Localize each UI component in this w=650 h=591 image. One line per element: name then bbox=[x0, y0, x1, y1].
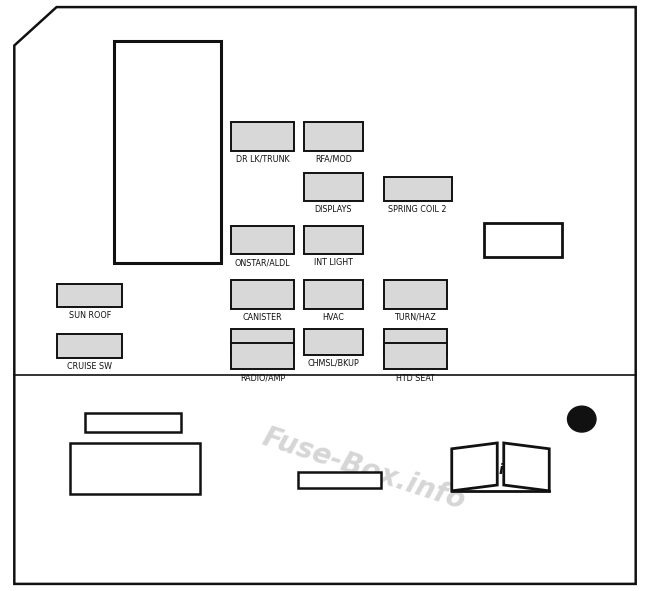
Text: DR LK/TRUNK: DR LK/TRUNK bbox=[236, 155, 289, 164]
Text: CRUISE SW: CRUISE SW bbox=[67, 362, 112, 371]
Text: SPRING COIL 2: SPRING COIL 2 bbox=[389, 205, 447, 214]
Text: PK LP: PK LP bbox=[120, 418, 145, 427]
Bar bbox=[231, 280, 294, 309]
Bar bbox=[304, 280, 363, 309]
Text: RAP: RAP bbox=[159, 148, 176, 157]
Bar bbox=[304, 226, 363, 254]
Bar bbox=[298, 472, 381, 488]
Text: INT LIGHT: INT LIGHT bbox=[314, 258, 353, 267]
Text: ONSTAR/ALDL: ONSTAR/ALDL bbox=[235, 258, 291, 267]
Bar bbox=[304, 173, 363, 201]
Text: CANISTER: CANISTER bbox=[243, 313, 282, 322]
Bar bbox=[384, 177, 452, 201]
Bar bbox=[384, 343, 447, 369]
Text: DISPLAYS: DISPLAYS bbox=[315, 205, 352, 214]
Text: TURN/HAZ: TURN/HAZ bbox=[395, 313, 436, 322]
Bar bbox=[114, 41, 221, 263]
Text: PWR SEAT: PWR SEAT bbox=[501, 235, 545, 245]
Text: PWR MIRS: PWR MIRS bbox=[395, 359, 436, 368]
Bar bbox=[70, 443, 200, 494]
Bar bbox=[304, 329, 363, 355]
Text: HTD SEAT: HTD SEAT bbox=[396, 374, 435, 382]
Text: SUN ROOF: SUN ROOF bbox=[69, 311, 110, 320]
Polygon shape bbox=[504, 443, 549, 491]
Bar bbox=[57, 334, 122, 358]
Bar bbox=[84, 413, 181, 431]
Bar bbox=[231, 329, 294, 355]
Circle shape bbox=[567, 406, 596, 432]
Polygon shape bbox=[452, 443, 497, 491]
Text: Fuse-Box.info: Fuse-Box.info bbox=[259, 423, 469, 515]
Text: HVAC: HVAC bbox=[322, 313, 344, 322]
Bar bbox=[231, 343, 294, 369]
Bar bbox=[384, 280, 447, 309]
Text: i: i bbox=[498, 463, 503, 478]
Text: CHMSL/BKUP: CHMSL/BKUP bbox=[307, 359, 359, 368]
Text: PRW WDO: PRW WDO bbox=[317, 476, 362, 485]
Text: RADIO/AMP: RADIO/AMP bbox=[240, 374, 285, 382]
Text: RFA/MOD: RFA/MOD bbox=[315, 155, 352, 164]
Bar bbox=[57, 284, 122, 307]
Text: RR DEFOG: RR DEFOG bbox=[112, 464, 159, 473]
Text: PK LAMPS: PK LAMPS bbox=[243, 359, 282, 368]
Bar bbox=[484, 223, 562, 257]
Bar bbox=[231, 122, 294, 151]
Bar bbox=[304, 122, 363, 151]
Bar bbox=[231, 226, 294, 254]
Bar bbox=[384, 329, 447, 355]
